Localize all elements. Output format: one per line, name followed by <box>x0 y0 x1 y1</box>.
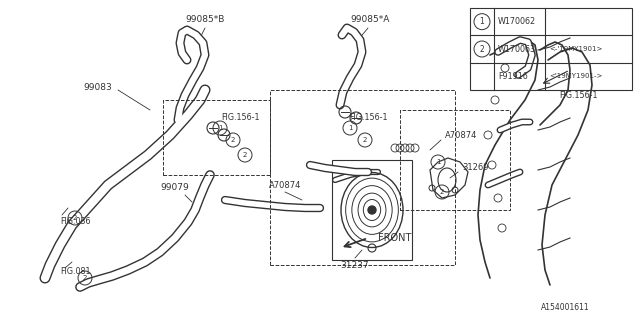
Text: W170063: W170063 <box>498 44 536 53</box>
Text: <'19MY1901->: <'19MY1901-> <box>549 73 602 79</box>
Circle shape <box>368 206 376 214</box>
Text: 2: 2 <box>243 152 247 158</box>
Text: 2: 2 <box>231 137 235 143</box>
Bar <box>470 8 632 90</box>
Text: 99085*A: 99085*A <box>350 15 390 25</box>
Text: 1: 1 <box>218 125 222 131</box>
Text: 2: 2 <box>479 44 484 53</box>
Bar <box>270 90 455 265</box>
Text: FIG.081: FIG.081 <box>60 268 90 276</box>
Text: 2: 2 <box>83 275 87 281</box>
Text: A70874: A70874 <box>445 131 477 140</box>
Text: FIG.156-1: FIG.156-1 <box>221 114 259 123</box>
Text: W170062: W170062 <box>498 17 536 26</box>
Bar <box>163 100 270 175</box>
Text: A154001611: A154001611 <box>541 303 589 313</box>
Text: A70874: A70874 <box>269 180 301 189</box>
Text: 2: 2 <box>363 137 367 143</box>
Text: 31269: 31269 <box>462 164 488 172</box>
Text: 99083: 99083 <box>84 84 113 92</box>
Text: <-'19MY1901>: <-'19MY1901> <box>549 46 602 52</box>
Bar <box>332 160 412 260</box>
Text: 2: 2 <box>73 215 77 221</box>
Text: 1: 1 <box>479 17 484 26</box>
Text: FIG.156-1: FIG.156-1 <box>349 114 387 123</box>
Text: 1: 1 <box>348 125 352 131</box>
Text: 2: 2 <box>440 189 444 195</box>
Text: FRONT: FRONT <box>378 233 412 243</box>
Text: F91916: F91916 <box>498 72 528 81</box>
Text: 1: 1 <box>436 159 440 165</box>
Text: 99079: 99079 <box>161 183 189 193</box>
Text: 99085*B: 99085*B <box>186 15 225 25</box>
Bar <box>400 110 510 210</box>
Text: FIG.156-1: FIG.156-1 <box>559 91 597 100</box>
Text: 31237: 31237 <box>340 260 369 269</box>
Text: FIG.036: FIG.036 <box>60 218 90 227</box>
